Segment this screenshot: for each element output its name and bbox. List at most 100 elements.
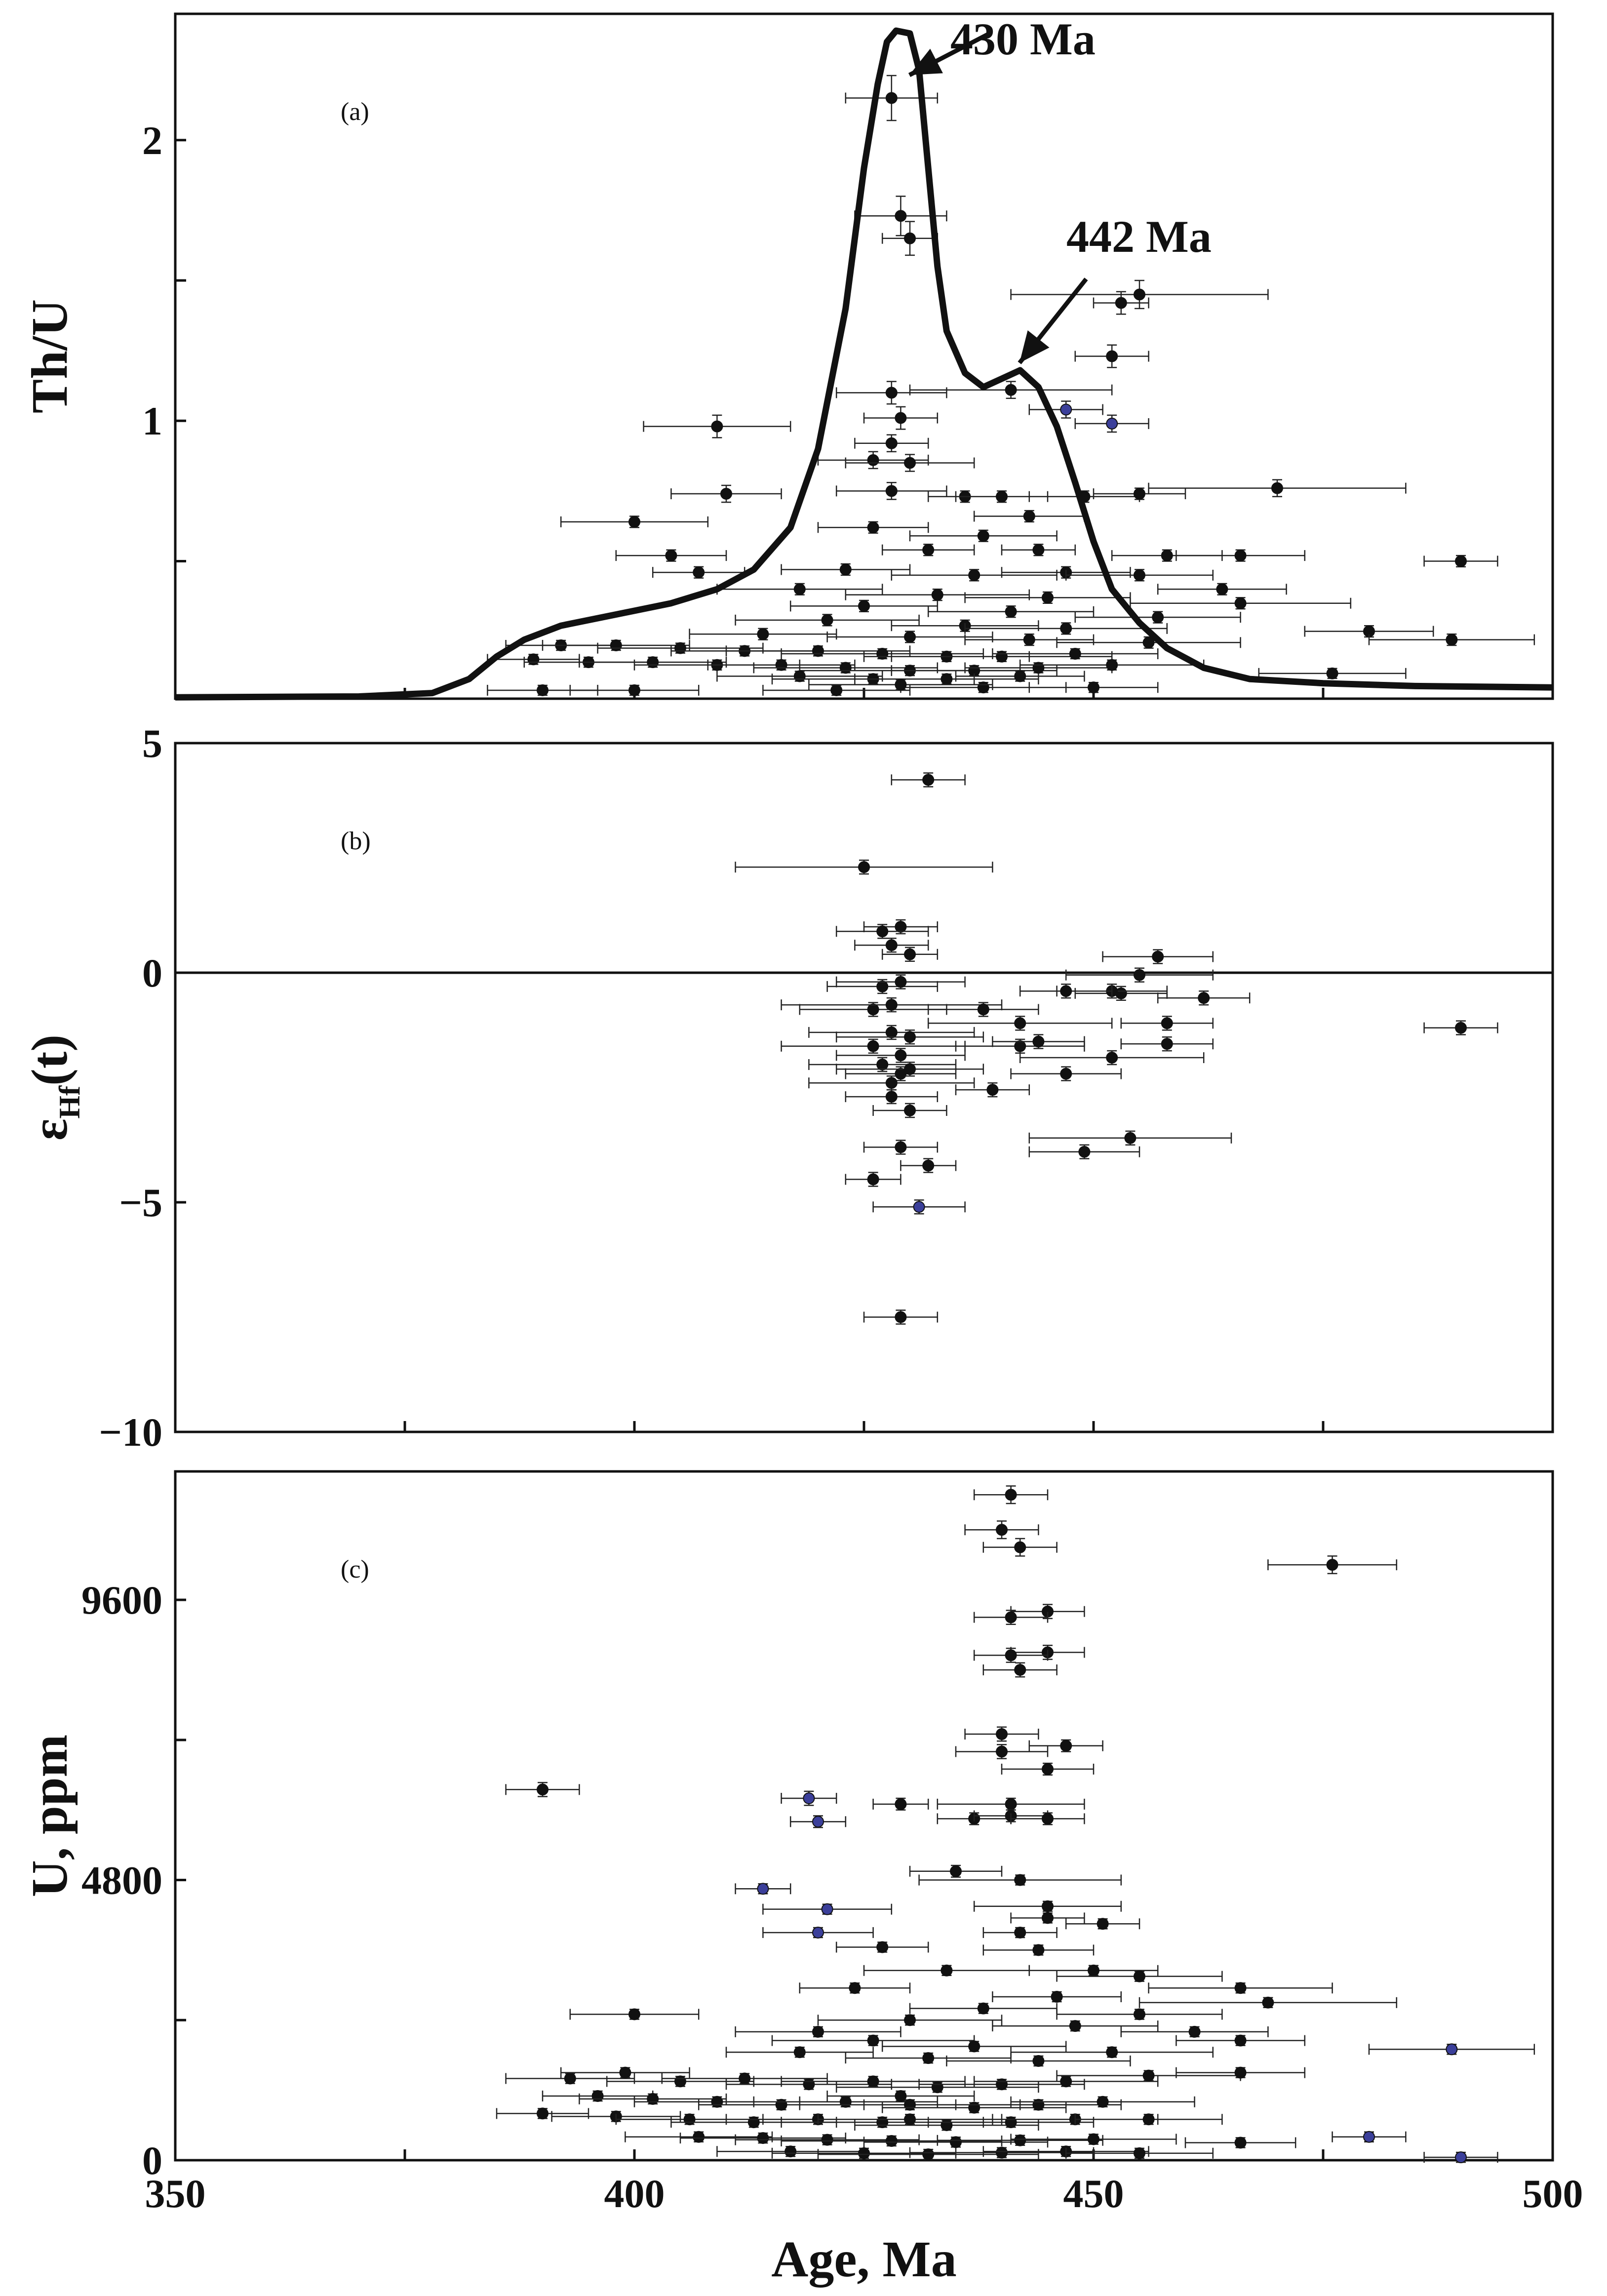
data-marker	[747, 2116, 760, 2129]
data-point	[835, 1062, 984, 1077]
data-marker	[591, 2090, 604, 2102]
data-point	[1028, 1739, 1103, 1752]
data-marker	[720, 488, 732, 500]
data-point	[1423, 2151, 1498, 2164]
panel-b: −10 −5 0 5 (b) εHf(t)	[21, 721, 1554, 1455]
data-marker	[867, 454, 879, 466]
data-point	[927, 1016, 1113, 1031]
y-axis-title-symbol: ε	[21, 1119, 78, 1141]
data-point	[964, 1726, 1039, 1742]
data-point	[1065, 2147, 1214, 2159]
data-point	[835, 974, 966, 990]
data-marker	[922, 544, 935, 556]
data-marker	[647, 2093, 659, 2105]
data-point	[992, 1990, 1122, 2003]
data-marker	[1023, 510, 1035, 522]
data-point	[854, 938, 929, 953]
data-point	[1157, 990, 1251, 1006]
data-marker	[1262, 1996, 1274, 2009]
data-marker	[996, 1524, 1008, 1536]
data-marker	[1032, 2055, 1045, 2067]
data-marker	[1088, 2133, 1099, 2145]
data-point	[1102, 949, 1214, 964]
data-marker	[904, 2113, 916, 2126]
data-marker	[775, 2098, 787, 2111]
peak-annotation: 430 Ma	[908, 14, 1096, 77]
data-marker	[1005, 384, 1017, 396]
data-marker	[895, 976, 907, 988]
data-marker	[931, 2081, 943, 2094]
data-point	[781, 563, 911, 576]
data-point	[927, 605, 1095, 618]
data-marker	[977, 2002, 989, 2015]
data-marker	[839, 2096, 852, 2108]
data-marker	[537, 684, 549, 696]
data-point	[735, 1883, 791, 1895]
data-point	[1010, 1066, 1122, 1081]
data-point	[918, 1874, 1122, 1886]
data-marker	[1234, 2137, 1247, 2149]
data-point	[835, 1048, 966, 1063]
data-marker	[1078, 1146, 1091, 1158]
data-point	[1148, 1982, 1333, 1994]
data-point	[505, 1781, 580, 1797]
data-point	[964, 622, 1168, 635]
data-point	[909, 2002, 1058, 2015]
data-point	[1267, 1555, 1398, 1575]
data-marker	[885, 939, 898, 951]
y-tick-label: 5	[142, 721, 162, 766]
data-marker	[1060, 1740, 1072, 1752]
data-marker	[693, 566, 705, 579]
data-marker	[665, 550, 677, 562]
peak-label: 430 Ma	[950, 14, 1096, 64]
data-point	[845, 1066, 957, 1081]
data-marker	[1124, 1132, 1137, 1144]
data-point	[1065, 967, 1214, 983]
data-marker	[867, 2075, 879, 2088]
data-marker	[1032, 662, 1045, 674]
data-point	[1074, 2113, 1223, 2126]
data-point	[955, 670, 1085, 682]
panel-tag-a: (a)	[341, 98, 369, 126]
data-marker	[1134, 288, 1145, 301]
data-point	[1028, 1964, 1159, 1977]
data-point	[735, 859, 993, 875]
data-point	[909, 529, 1058, 542]
data-marker	[1152, 611, 1164, 624]
data-point	[1074, 611, 1241, 624]
data-marker	[711, 420, 723, 433]
data-point	[615, 549, 727, 562]
data-point	[1176, 2034, 1306, 2047]
data-point	[845, 1172, 901, 1187]
data-point	[992, 648, 1159, 660]
data-point	[835, 1029, 984, 1045]
annotation-arrow-head	[1019, 330, 1050, 363]
data-marker	[1152, 950, 1164, 963]
data-marker	[1032, 1035, 1045, 1048]
data-point	[1010, 2046, 1214, 2058]
data-marker	[1060, 622, 1072, 634]
data-marker	[876, 980, 889, 992]
data-point	[1056, 636, 1241, 649]
data-point	[900, 1158, 957, 1173]
data-marker	[1032, 1944, 1045, 1956]
data-marker	[1014, 1663, 1026, 1676]
data-point	[689, 628, 837, 640]
data-marker	[1069, 2020, 1081, 2032]
data-point	[1001, 1762, 1095, 1776]
data-point	[1157, 583, 1287, 595]
data-point	[845, 454, 975, 472]
data-point	[781, 997, 1003, 1013]
data-point	[1120, 1036, 1214, 1052]
data-marker	[922, 774, 935, 786]
data-point	[992, 1034, 1085, 1049]
data-point	[835, 1941, 929, 1953]
data-point	[799, 1002, 947, 1017]
data-marker	[1134, 969, 1145, 981]
data-marker	[1014, 1541, 1026, 1553]
data-marker	[739, 2072, 751, 2085]
data-marker	[1142, 2069, 1155, 2082]
data-point	[670, 484, 782, 503]
data-point	[1056, 1970, 1223, 1982]
data-marker	[867, 1003, 879, 1016]
